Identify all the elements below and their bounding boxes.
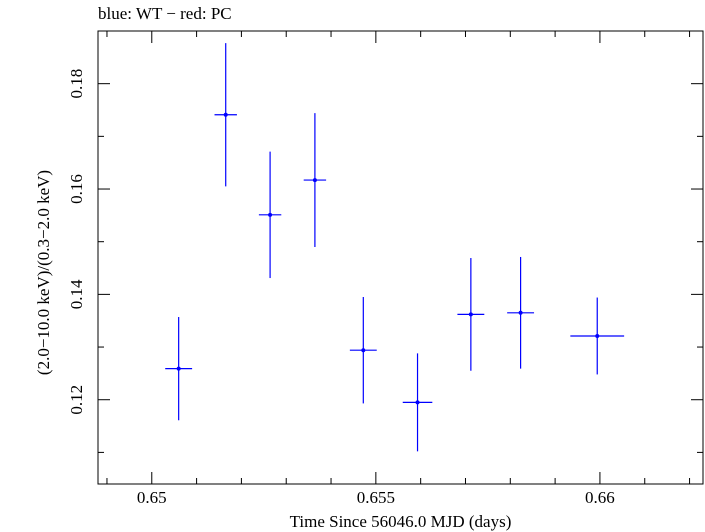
point-marker: [268, 212, 273, 217]
data-point: [457, 258, 485, 371]
y-tick-label: 0.14: [67, 279, 86, 309]
y-tick-label: 0.16: [67, 174, 86, 204]
x-tick-label: 0.655: [357, 488, 395, 507]
data-point: [349, 297, 377, 404]
axis-tick-labels: 0.65 0.655 0.66 0.12 0.14 0.16 0.18: [67, 69, 615, 507]
data-point: [402, 353, 433, 452]
point-marker: [518, 310, 523, 315]
data-point: [303, 113, 327, 247]
y-tick-label: 0.12: [67, 385, 86, 415]
point-marker: [176, 366, 181, 371]
point-marker: [468, 312, 473, 317]
axis-ticks: [98, 30, 703, 484]
data-point: [165, 317, 193, 421]
data-marks: [165, 43, 625, 452]
point-marker: [312, 178, 317, 183]
y-axis-label: (2.0−10.0 keV)/(0.3−2.0 keV): [34, 170, 53, 375]
chart-title: blue: WT − red: PC: [98, 4, 232, 23]
point-marker: [595, 333, 600, 338]
x-tick-label: 0.66: [585, 488, 615, 507]
x-axis-label: Time Since 56046.0 MJD (days): [290, 512, 512, 531]
point-marker: [361, 348, 366, 353]
point-marker: [223, 112, 228, 117]
data-point: [570, 297, 625, 375]
y-tick-label: 0.18: [67, 69, 86, 99]
data-point: [258, 151, 282, 279]
point-marker: [415, 400, 420, 405]
data-point: [507, 256, 535, 369]
data-point: [214, 43, 237, 187]
x-tick-label: 0.65: [137, 488, 167, 507]
plot-frame: [97, 30, 704, 485]
